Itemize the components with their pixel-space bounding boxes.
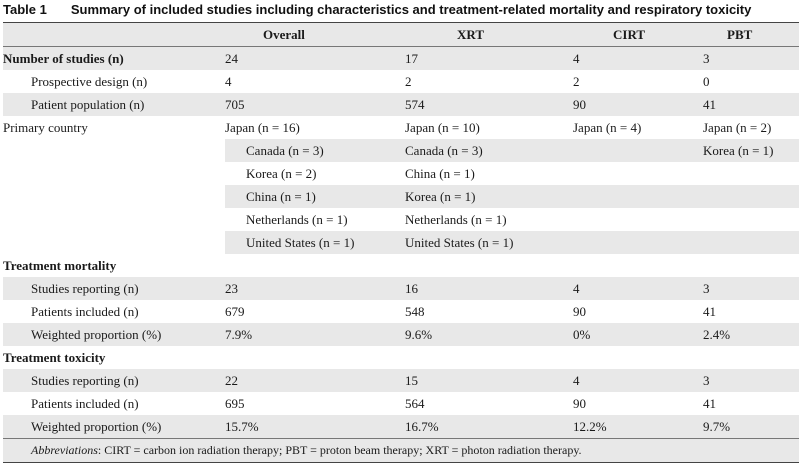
cell-pbt: 9.7% bbox=[703, 415, 799, 439]
cell-pbt: 41 bbox=[703, 395, 716, 411]
cell-pbt: 3 bbox=[703, 46, 799, 70]
cell-xrt: 16 bbox=[405, 277, 573, 300]
row-label: Primary country bbox=[3, 119, 88, 135]
cell-xrt: United States (n = 1) bbox=[405, 231, 573, 254]
cell-xrt: 564 bbox=[405, 395, 425, 411]
cell-overall: China (n = 1) bbox=[225, 185, 405, 208]
table-row: Patients included (n) 679 548 90 41 bbox=[3, 300, 799, 323]
cell-xrt: 2 bbox=[405, 73, 412, 89]
row-label: Weighted proportion (%) bbox=[3, 323, 225, 346]
header-cirt: CIRT bbox=[573, 22, 703, 47]
row-label: Patient population (n) bbox=[3, 93, 225, 116]
footnote-row: Abbreviations: CIRT = carbon ion radiati… bbox=[3, 438, 799, 463]
table-row: Primary country Japan (n = 16) Japan (n … bbox=[3, 116, 799, 139]
row-label: Studies reporting (n) bbox=[3, 369, 225, 392]
table-row: Prospective design (n) 4 2 2 0 bbox=[3, 70, 799, 93]
cell-overall: 705 bbox=[225, 93, 405, 116]
row-label: Patients included (n) bbox=[31, 395, 139, 411]
cell-xrt: Japan (n = 10) bbox=[405, 119, 480, 135]
cell-overall: Japan (n = 16) bbox=[225, 119, 300, 135]
cell-overall: 24 bbox=[225, 46, 405, 70]
table-row: Canada (n = 3) Canada (n = 3) Korea (n =… bbox=[3, 139, 799, 162]
row-label: Studies reporting (n) bbox=[3, 277, 225, 300]
cell-cirt: 4 bbox=[573, 369, 703, 392]
header-pbt: PBT bbox=[703, 22, 799, 47]
table-row: Studies reporting (n) 22 15 4 3 bbox=[3, 369, 799, 392]
table-row: Weighted proportion (%) 15.7% 16.7% 12.2… bbox=[3, 415, 799, 439]
footnote-label: Abbreviations bbox=[31, 443, 98, 457]
summary-table: Overall XRT CIRT PBT Number of studies (… bbox=[3, 22, 799, 463]
table-number: Table 1 bbox=[3, 2, 47, 17]
table-title: Summary of included studies including ch… bbox=[70, 2, 752, 17]
cell-xrt: 15 bbox=[405, 369, 573, 392]
section-heading-toxicity: Treatment toxicity bbox=[3, 349, 106, 365]
row-label: Patients included (n) bbox=[31, 303, 139, 319]
cell-xrt: 9.6% bbox=[405, 323, 573, 346]
table-row: Netherlands (n = 1) Netherlands (n = 1) bbox=[3, 208, 799, 231]
header-xrt: XRT bbox=[405, 22, 573, 47]
footnote-text: : CIRT = carbon ion radiation therapy; P… bbox=[97, 443, 582, 457]
cell-pbt: Japan (n = 2) bbox=[703, 119, 772, 135]
cell-overall: Canada (n = 3) bbox=[225, 139, 405, 162]
cell-xrt: 548 bbox=[405, 303, 425, 319]
cell-pbt: 3 bbox=[703, 277, 799, 300]
header-blank bbox=[3, 22, 225, 47]
cell-pbt: 2.4% bbox=[703, 323, 799, 346]
table-row: Korea (n = 2) China (n = 1) bbox=[3, 162, 799, 185]
cell-overall: 23 bbox=[225, 277, 405, 300]
section-row: Treatment toxicity bbox=[3, 346, 799, 369]
cell-overall: 7.9% bbox=[225, 323, 405, 346]
cell-xrt: Netherlands (n = 1) bbox=[405, 211, 507, 227]
cell-pbt: Korea (n = 1) bbox=[703, 139, 799, 162]
cell-pbt: 0 bbox=[703, 73, 710, 89]
table-row: Studies reporting (n) 23 16 4 3 bbox=[3, 277, 799, 300]
cell-overall: Korea (n = 2) bbox=[246, 165, 317, 181]
header-overall: Overall bbox=[225, 22, 405, 47]
table-row: United States (n = 1) United States (n =… bbox=[3, 231, 799, 254]
cell-pbt: 41 bbox=[703, 93, 799, 116]
cell-overall: 15.7% bbox=[225, 415, 405, 439]
cell-pbt: 3 bbox=[703, 369, 799, 392]
cell-overall: Netherlands (n = 1) bbox=[246, 211, 348, 227]
cell-cirt: 2 bbox=[573, 73, 580, 89]
table-caption: Table 1 Summary of included studies inclu… bbox=[3, 0, 751, 20]
section-heading-mortality: Treatment mortality bbox=[3, 257, 117, 273]
cell-cirt: 90 bbox=[573, 395, 586, 411]
cell-cirt: 90 bbox=[573, 303, 586, 319]
cell-xrt: 16.7% bbox=[405, 415, 573, 439]
cell-cirt: 4 bbox=[573, 46, 703, 70]
row-label: Prospective design (n) bbox=[31, 73, 148, 89]
cell-cirt: Japan (n = 4) bbox=[573, 119, 642, 135]
cell-cirt: 12.2% bbox=[573, 415, 703, 439]
cell-xrt: 574 bbox=[405, 93, 573, 116]
cell-cirt: 90 bbox=[573, 93, 703, 116]
table-row: Number of studies (n) 24 17 4 3 bbox=[3, 46, 799, 70]
cell-cirt: 0% bbox=[573, 323, 703, 346]
table-row: Weighted proportion (%) 7.9% 9.6% 0% 2.4… bbox=[3, 323, 799, 346]
table-row: Patients included (n) 695 564 90 41 bbox=[3, 392, 799, 415]
table-row: China (n = 1) Korea (n = 1) bbox=[3, 185, 799, 208]
section-row: Treatment mortality bbox=[3, 254, 799, 277]
row-label: Number of studies (n) bbox=[3, 46, 225, 70]
cell-xrt: China (n = 1) bbox=[405, 165, 475, 181]
cell-xrt: 17 bbox=[405, 46, 573, 70]
header-row: Overall XRT CIRT PBT bbox=[3, 22, 799, 47]
row-label: Weighted proportion (%) bbox=[3, 415, 225, 439]
cell-pbt: 41 bbox=[703, 303, 716, 319]
cell-overall: 4 bbox=[225, 73, 232, 89]
table-row: Patient population (n) 705 574 90 41 bbox=[3, 93, 799, 116]
cell-xrt: Canada (n = 3) bbox=[405, 139, 573, 162]
cell-cirt: 4 bbox=[573, 277, 703, 300]
cell-overall: United States (n = 1) bbox=[225, 231, 405, 254]
cell-overall: 679 bbox=[225, 303, 245, 319]
footnote: Abbreviations: CIRT = carbon ion radiati… bbox=[3, 438, 799, 463]
cell-overall: 22 bbox=[225, 369, 405, 392]
cell-xrt: Korea (n = 1) bbox=[405, 185, 573, 208]
cell-overall: 695 bbox=[225, 395, 245, 411]
